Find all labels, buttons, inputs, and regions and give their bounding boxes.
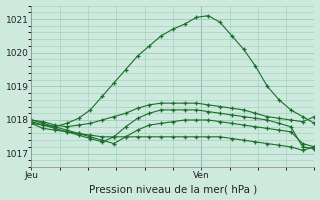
X-axis label: Pression niveau de la mer( hPa ): Pression niveau de la mer( hPa ) <box>89 184 257 194</box>
